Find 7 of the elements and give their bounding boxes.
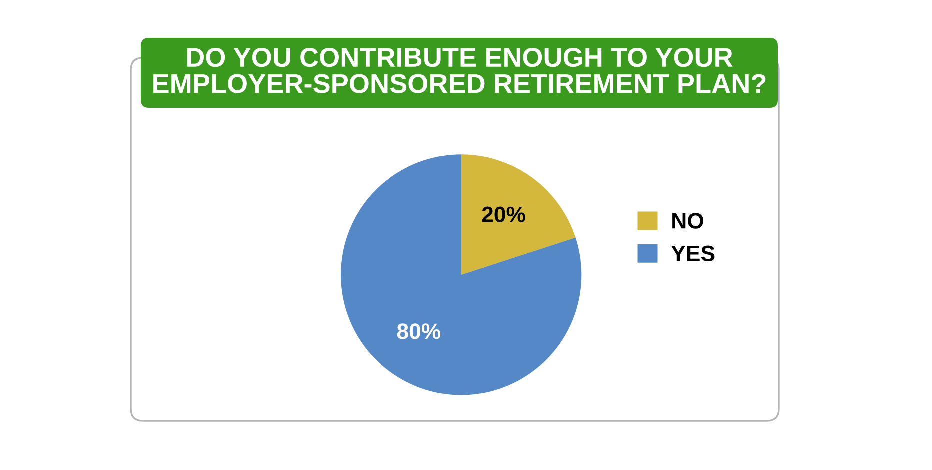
data-label: 80% <box>397 324 441 340</box>
legend-label: YES <box>671 246 715 262</box>
pie-slice <box>461 154 576 275</box>
data-label: 20% <box>482 206 526 223</box>
pie-slice <box>341 154 582 396</box>
legend-label: NO <box>672 213 704 229</box>
chart-title: DO YOU CONTRIBUTE ENOUGH TO YOUR EMPLOYER-SPONSORED RETIREMENT PLAN? <box>154 48 766 94</box>
